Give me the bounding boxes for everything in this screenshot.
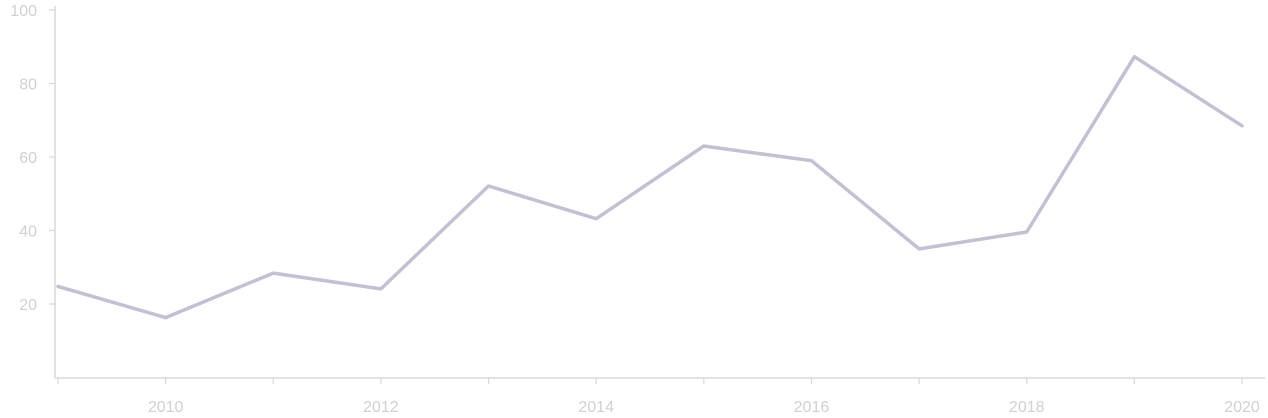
data-point	[917, 247, 921, 251]
data-point	[702, 144, 706, 148]
y-tick-label: 80	[19, 77, 37, 94]
x-tick-label: 2016	[794, 399, 830, 416]
y-tick-label: 40	[19, 224, 37, 241]
data-point	[1025, 230, 1029, 234]
y-tick-label: 20	[19, 297, 37, 314]
data-point	[164, 316, 168, 320]
data-point	[1240, 124, 1244, 128]
x-tick-label: 2020	[1224, 399, 1260, 416]
x-tick-label: 2018	[1009, 399, 1045, 416]
y-tick-label: 100	[10, 3, 37, 20]
series	[56, 54, 1244, 320]
x-tick-label: 2014	[578, 399, 614, 416]
series-line	[56, 54, 1244, 320]
axes	[54, 6, 1265, 379]
data-point	[271, 271, 275, 275]
y-tick-label: 60	[19, 150, 37, 167]
data-point	[809, 159, 813, 163]
data-point	[1132, 55, 1136, 59]
data-point	[56, 284, 60, 288]
data-point	[379, 287, 383, 291]
x-tick-label: 2012	[363, 399, 399, 416]
x-tick-label: 2010	[148, 399, 184, 416]
data-point	[487, 184, 491, 188]
data-point	[594, 217, 598, 221]
